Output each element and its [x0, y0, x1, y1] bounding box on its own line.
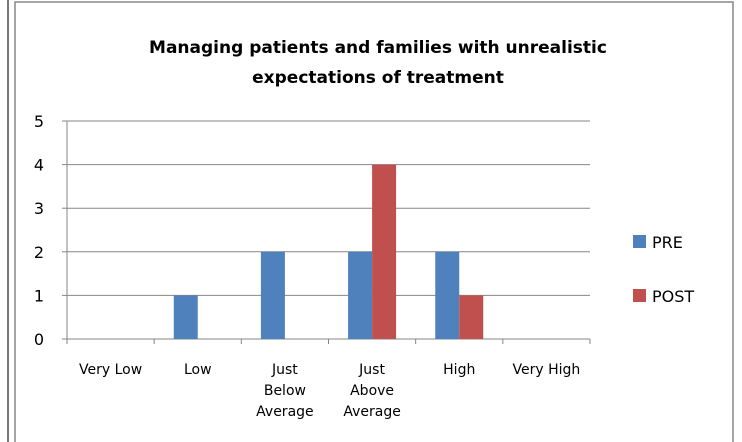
y-tick-label: 4: [34, 156, 44, 175]
legend-label: POST: [652, 287, 694, 306]
bar: [348, 251, 373, 339]
x-tick-label: Low: [184, 362, 212, 378]
chart-title: Managing patients and families with unre…: [149, 38, 607, 88]
x-tick-label: Very Low: [79, 362, 142, 378]
x-tick-label: Very High: [513, 362, 581, 378]
x-tick-label: Just Below Average: [256, 362, 314, 420]
y-tick-label: 0: [34, 330, 44, 349]
legend-swatch: [633, 235, 646, 248]
bar: [260, 251, 285, 339]
legend-swatch: [633, 289, 646, 302]
legend-label: PRE: [652, 233, 683, 252]
bar: [435, 251, 460, 339]
y-tick-label: 1: [34, 286, 44, 305]
bar: [372, 164, 397, 339]
x-tick-label: High: [443, 362, 475, 378]
bar: [459, 295, 484, 339]
y-tick-label: 5: [34, 112, 44, 131]
bar: [173, 295, 198, 339]
y-tick-label: 2: [34, 243, 44, 262]
y-tick-label: 3: [34, 199, 44, 218]
x-tick-label: Just Above Average: [343, 362, 401, 420]
